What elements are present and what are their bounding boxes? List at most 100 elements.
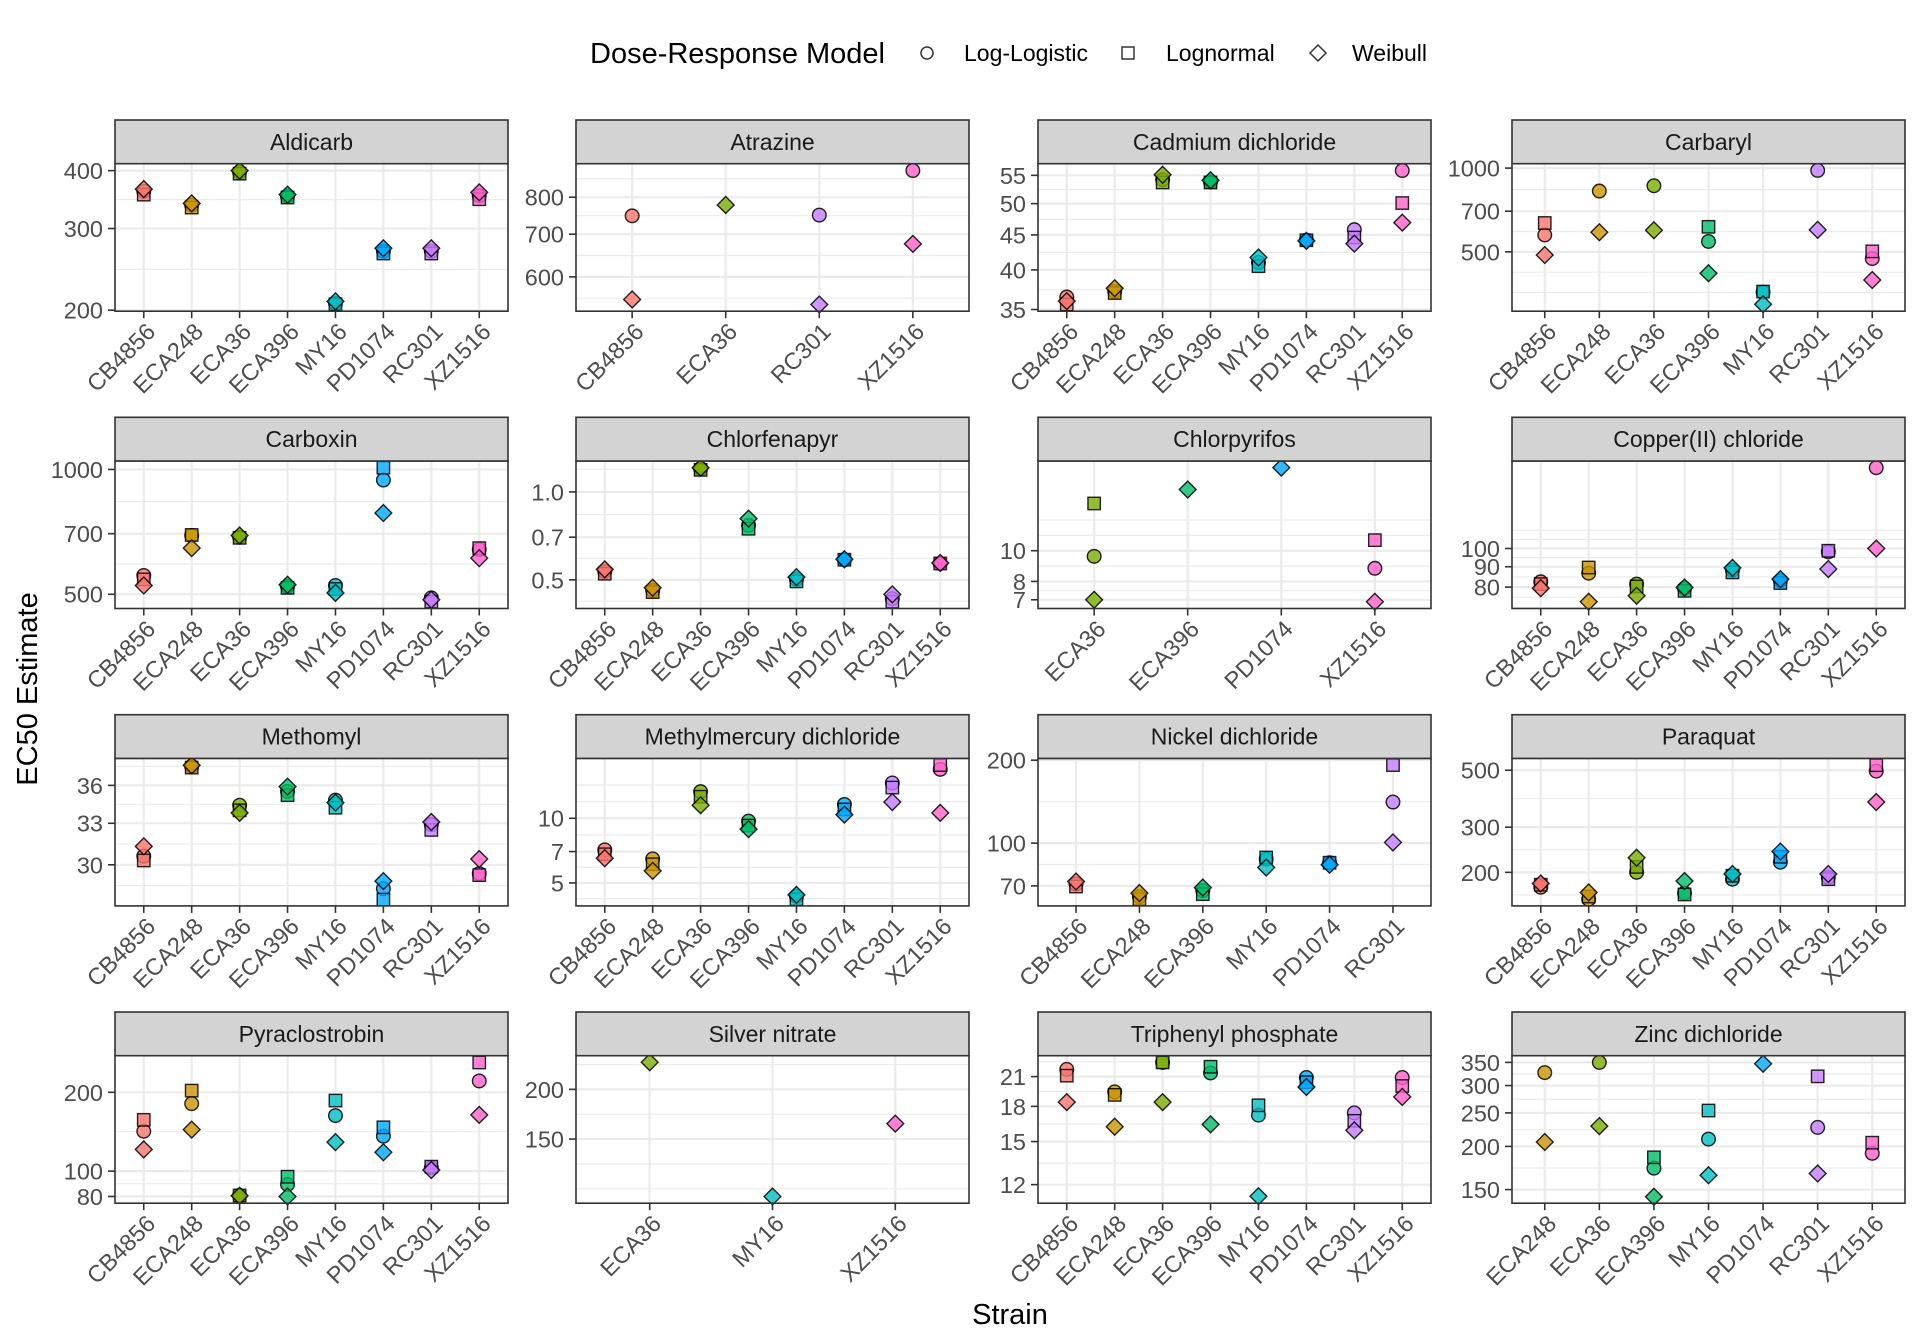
point-lognormal-rc301 [1810,1069,1825,1084]
point-log-logistic-rc301 [811,207,827,223]
strip-background [575,119,970,165]
panel-background [1038,461,1431,609]
point-weibull-my16 [787,567,806,587]
y-tick-label: 1000 [51,457,103,483]
y-tick-label: 5 [551,870,564,896]
strip-label: Zinc dichloride [1634,1021,1782,1047]
point-log-logistic-rc301 [1810,162,1826,178]
y-tick-label: 200 [987,748,1026,774]
facet-zinc-dichloride: Zinc dichloride150200250300350ECA248ECA3… [1461,1011,1906,1291]
point-weibull-my16 [1723,558,1742,578]
y-tick-label: 10 [538,806,564,832]
point-log-logistic-eca248 [1591,183,1607,199]
point-weibull-eca248 [182,193,202,213]
point-weibull-my16 [326,583,345,603]
point-lognormal-pd1074 [376,460,391,475]
point-weibull-eca36 [1589,1116,1609,1136]
point-weibull-my16 [1256,858,1276,877]
point-log-logistic-rc301 [1810,1119,1826,1135]
point-weibull-pd1074 [1297,231,1316,251]
strip-label: Carboxin [265,426,357,452]
point-weibull-eca396 [1699,263,1718,283]
panel-background [1038,758,1431,906]
y-tick-label: 70 [1000,873,1026,899]
point-weibull-eca36 [230,526,249,545]
point-weibull-eca248 [1130,883,1149,903]
point-weibull-eca248 [182,1120,202,1140]
y-tick-label: 1000 [1448,156,1500,182]
legend-label: Lognormal [1166,40,1275,66]
point-log-logistic-cb4856 [1537,227,1553,243]
strip-label: Silver nitrate [709,1021,837,1047]
point-weibull-eca36 [1627,848,1646,868]
point-weibull-cb4856 [134,836,154,856]
point-weibull-eca36 [230,161,249,181]
legend-circle-icon [920,46,934,60]
point-weibull-cb4856 [134,1140,154,1159]
y-tick-label: 200 [525,1077,564,1103]
point-weibull-xz1516 [930,553,950,573]
panel-background [115,163,508,312]
panel-background [115,1055,508,1204]
point-lognormal-rc301 [1821,543,1836,558]
point-weibull-pd1074 [1271,458,1291,477]
panel-background [115,758,508,906]
y-tick-label: 150 [525,1127,564,1153]
y-tick-label: 500 [64,582,103,608]
point-weibull-rc301 [421,812,441,832]
point-weibull-eca36 [716,195,736,215]
point-log-logistic-eca396 [1700,233,1716,249]
y-tick-label: 500 [1461,758,1500,784]
strip-background [1037,416,1432,462]
point-lognormal-eca396 [1701,219,1716,234]
point-weibull-pd1074 [1771,842,1790,861]
point-log-logistic-pd1074 [375,472,391,488]
strip-background [1511,1011,1906,1057]
point-weibull-xz1516 [885,1114,905,1134]
point-weibull-eca248 [1579,883,1599,902]
point-weibull-eca36 [691,458,710,478]
y-tick-label: 700 [525,222,564,248]
point-lognormal-eca396 [1647,1150,1661,1165]
point-weibull-eca36 [1627,586,1646,606]
point-weibull-pd1074 [1297,1077,1316,1097]
y-tick-label: 700 [64,521,103,547]
y-tick-label: 200 [1461,860,1500,886]
point-lognormal-xz1516 [1395,196,1410,210]
point-weibull-cb4856 [134,576,154,595]
y-tick-label: 10 [1000,538,1026,564]
y-tick-label: 500 [1461,239,1500,265]
strip-background [114,416,509,462]
legend-square-icon [1121,46,1135,60]
point-weibull-rc301 [421,1160,441,1180]
point-weibull-pd1074 [374,1142,393,1162]
y-tick-label: 55 [1000,163,1026,189]
point-weibull-cb4856 [1057,1092,1077,1112]
point-lognormal-xz1516 [933,758,948,772]
point-weibull-rc301 [1808,220,1828,240]
point-log-logistic-eca248 [184,1096,200,1112]
strip-label: Triphenyl phosphate [1131,1021,1339,1047]
y-tick-label: 0.5 [531,567,564,593]
y-tick-label: 8 [1013,569,1026,595]
y-tick-label: 300 [64,216,103,242]
strip-background [575,416,970,462]
point-weibull-eca36 [1153,165,1172,185]
y-tick-label: 0.7 [531,525,564,551]
panel-background [576,758,969,906]
point-log-logistic-xz1516 [1868,460,1884,476]
point-weibull-eca36 [691,795,710,815]
strip-label: Methylmercury dichloride [645,724,901,750]
strip-background [1511,119,1906,165]
point-log-logistic-xz1516 [471,1073,487,1089]
strip-label: Paraquat [1662,724,1756,750]
point-log-logistic-my16 [1700,1131,1716,1147]
point-log-logistic-xz1516 [905,163,921,179]
strip-label: Aldicarb [270,129,353,155]
strip-label: Chlorfenapyr [707,426,839,452]
strip-background [1511,713,1906,760]
y-tick-label: 200 [64,298,103,324]
point-weibull-eca248 [182,755,202,775]
panel-background [1038,163,1431,312]
point-lognormal-xz1516 [1865,244,1880,259]
